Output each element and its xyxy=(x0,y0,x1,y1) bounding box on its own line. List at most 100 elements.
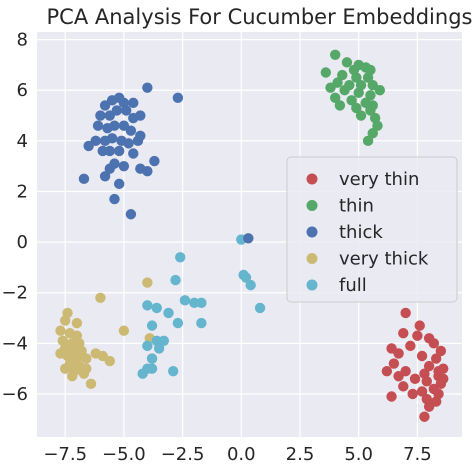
data-point xyxy=(153,343,165,354)
y-tick-label: 0 xyxy=(17,232,28,253)
data-point xyxy=(92,120,104,131)
data-point xyxy=(367,128,378,139)
data-point xyxy=(137,368,148,379)
data-point xyxy=(337,69,348,81)
data-point xyxy=(81,353,92,364)
x-tick-label: −5.0 xyxy=(102,444,146,465)
data-point xyxy=(351,72,362,83)
data-point xyxy=(435,345,447,357)
x-tick-label: 0.0 xyxy=(227,444,256,465)
data-point xyxy=(362,135,374,147)
data-point xyxy=(83,140,94,152)
legend-marker xyxy=(306,279,318,291)
data-point xyxy=(374,85,386,96)
data-point xyxy=(106,133,118,144)
data-point xyxy=(398,381,409,392)
data-point xyxy=(109,120,120,131)
data-point xyxy=(254,302,266,314)
data-point xyxy=(400,307,411,319)
data-point xyxy=(59,363,71,374)
data-point xyxy=(412,330,423,341)
data-point xyxy=(158,335,169,347)
data-point xyxy=(416,350,428,362)
data-point xyxy=(109,193,120,205)
data-point xyxy=(405,340,416,352)
data-point xyxy=(81,363,92,374)
series-thin xyxy=(320,49,386,147)
data-point xyxy=(423,401,435,412)
data-point xyxy=(423,360,435,372)
data-point xyxy=(393,348,404,359)
data-point xyxy=(142,166,153,177)
data-point xyxy=(240,272,252,283)
x-tick-label: 5.0 xyxy=(344,444,373,465)
data-point xyxy=(59,315,71,326)
data-point xyxy=(341,57,353,68)
legend-label: thin xyxy=(339,196,374,217)
y-tick-label: 4 xyxy=(17,131,28,152)
data-point xyxy=(125,125,137,136)
data-point xyxy=(67,371,78,382)
y-tick-label: 6 xyxy=(17,80,28,101)
data-point xyxy=(142,277,153,288)
data-point xyxy=(365,105,376,116)
data-point xyxy=(320,67,332,78)
data-point xyxy=(132,135,144,147)
data-point xyxy=(55,348,66,359)
data-point xyxy=(243,233,254,244)
data-point xyxy=(196,317,207,329)
data-point xyxy=(172,317,184,329)
data-point xyxy=(245,279,256,291)
data-point xyxy=(196,297,207,309)
data-point xyxy=(353,87,364,98)
data-point xyxy=(325,82,336,93)
y-tick-label: 8 xyxy=(17,30,28,51)
data-point xyxy=(135,110,146,121)
data-point xyxy=(111,105,123,116)
data-point xyxy=(118,325,130,336)
data-point xyxy=(365,90,376,101)
data-point xyxy=(416,386,428,397)
legend-marker xyxy=(306,173,318,185)
legend-label: thick xyxy=(339,222,383,243)
data-point xyxy=(113,178,125,190)
data-point xyxy=(78,173,90,185)
data-point xyxy=(372,120,383,131)
legend-label: very thin xyxy=(339,169,419,190)
data-point xyxy=(355,110,367,121)
data-point xyxy=(146,353,158,364)
data-point xyxy=(55,325,66,336)
data-point xyxy=(163,307,174,319)
data-point xyxy=(85,378,97,390)
data-point xyxy=(76,345,87,357)
data-point xyxy=(125,209,137,220)
data-point xyxy=(170,274,181,286)
data-point xyxy=(172,92,184,104)
data-point xyxy=(121,105,132,116)
data-point xyxy=(99,171,111,182)
data-point xyxy=(118,160,130,172)
data-point xyxy=(362,72,374,83)
legend-label: full xyxy=(339,275,367,296)
data-point xyxy=(393,371,404,382)
x-tick-label: 2.5 xyxy=(286,444,315,465)
chart-title: PCA Analysis For Cucumber Embeddings xyxy=(47,5,473,29)
data-point xyxy=(407,388,418,400)
data-point xyxy=(104,145,115,157)
series-extra xyxy=(243,233,254,244)
series-very-thick xyxy=(55,277,158,390)
data-point xyxy=(71,317,83,329)
data-point xyxy=(179,295,191,306)
data-point xyxy=(433,365,444,377)
data-point xyxy=(95,292,106,303)
x-tick-label: 7.5 xyxy=(403,444,432,465)
data-point xyxy=(146,363,158,374)
series-very-thin xyxy=(381,307,449,422)
data-point xyxy=(414,320,425,331)
data-point xyxy=(128,148,139,159)
y-tick-label: −2 xyxy=(1,283,28,304)
data-point xyxy=(104,355,115,367)
legend-marker xyxy=(306,200,318,211)
data-point xyxy=(330,92,341,104)
data-point xyxy=(128,97,139,109)
